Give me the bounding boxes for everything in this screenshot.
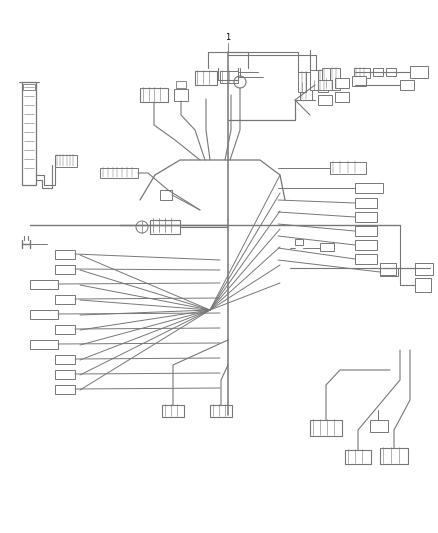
Bar — [352, 76, 366, 86]
Bar — [355, 183, 383, 193]
Bar — [322, 68, 330, 88]
Bar — [295, 239, 303, 245]
Bar — [415, 278, 431, 292]
Bar — [380, 268, 398, 276]
Bar — [386, 68, 396, 76]
Bar — [140, 88, 168, 102]
Bar — [355, 226, 377, 236]
Bar — [23, 84, 35, 90]
Bar — [195, 71, 217, 85]
Bar — [55, 370, 75, 379]
Bar — [355, 212, 377, 222]
Bar — [318, 70, 328, 92]
Bar — [330, 162, 366, 174]
Bar — [22, 82, 36, 185]
Bar — [55, 155, 77, 167]
Bar — [335, 92, 349, 102]
Bar — [380, 263, 396, 275]
Bar — [55, 385, 75, 394]
Text: 1: 1 — [226, 34, 231, 43]
Bar — [335, 78, 349, 88]
Bar — [370, 420, 388, 432]
Bar — [330, 68, 340, 90]
Bar — [410, 66, 428, 78]
Bar — [355, 254, 377, 264]
Bar — [310, 420, 342, 436]
Bar — [55, 265, 75, 274]
Bar — [176, 81, 186, 88]
Bar — [355, 198, 377, 208]
Bar — [55, 250, 75, 259]
Bar — [300, 72, 312, 100]
Bar — [150, 220, 180, 234]
Bar — [354, 68, 370, 78]
Bar — [310, 70, 318, 90]
Bar — [318, 95, 332, 105]
Bar — [220, 71, 238, 83]
Bar — [415, 263, 429, 275]
Bar — [373, 68, 383, 76]
Bar — [30, 340, 58, 349]
Bar — [160, 190, 172, 200]
Bar — [415, 263, 433, 275]
Bar — [100, 168, 138, 178]
Bar — [55, 325, 75, 334]
Bar — [380, 448, 408, 464]
Bar — [174, 89, 188, 101]
Bar — [30, 280, 58, 289]
Bar — [30, 310, 58, 319]
Bar — [55, 295, 75, 304]
Bar — [318, 80, 332, 90]
Bar — [55, 355, 75, 364]
Bar — [298, 72, 306, 92]
Bar — [355, 240, 377, 250]
Bar — [400, 80, 414, 90]
Bar — [162, 405, 184, 417]
Bar — [320, 243, 334, 251]
Bar — [210, 405, 232, 417]
Bar — [345, 450, 371, 464]
